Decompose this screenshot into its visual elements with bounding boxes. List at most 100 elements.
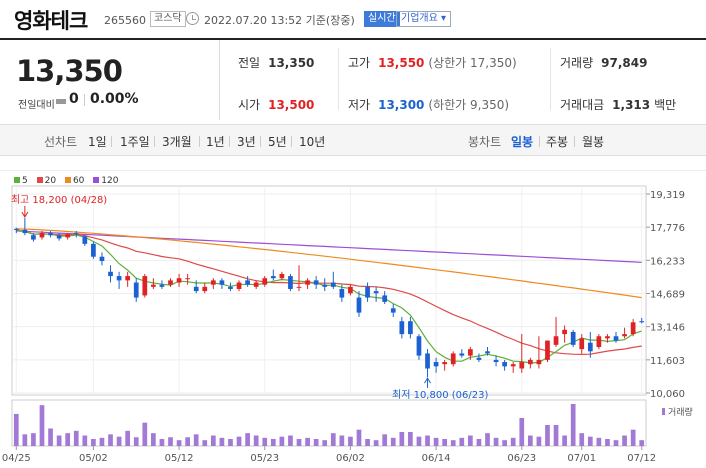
candlestick-chart[interactable]: 19,319 17,776 16,233 14,689 13,146 11,603 10,0… — [0, 170, 706, 468]
candle — [502, 362, 507, 367]
divider — [260, 136, 261, 147]
volume-bar — [570, 404, 576, 446]
candle — [313, 280, 319, 285]
y-tick-label: 19,319 — [650, 190, 685, 201]
low-annotation: 최저 10,800 (06/23) — [392, 389, 488, 401]
candle — [527, 359, 533, 365]
divider — [84, 94, 85, 106]
tab-daily[interactable]: 일봉 — [511, 135, 534, 149]
tab-1d[interactable]: 1일 — [88, 135, 107, 149]
volume-bar — [82, 435, 88, 446]
volume-bar — [365, 439, 370, 446]
legend-ma60[interactable]: 60 — [64, 176, 85, 186]
volume-bar — [313, 439, 319, 446]
candle — [485, 351, 490, 354]
candle — [82, 236, 88, 244]
change-value: 0 — [69, 91, 79, 107]
volume-bar — [142, 422, 148, 446]
candle — [365, 286, 370, 298]
stat-value: 13,550 — [378, 56, 425, 70]
stat-value: 13,300 — [378, 98, 425, 112]
candle — [510, 364, 516, 367]
stat-value: 97,849 — [601, 56, 648, 70]
volume-bar — [245, 433, 250, 446]
volume-bar — [468, 435, 473, 446]
volume-bar — [605, 439, 610, 446]
volume-bar — [65, 433, 71, 446]
ma-legend: 5 20 60 120 — [14, 176, 124, 186]
x-tick-label: 07/01 — [567, 453, 596, 464]
legend-swatch — [64, 177, 71, 183]
candle — [279, 273, 285, 279]
volume-bar — [536, 436, 542, 446]
stat-prev-close: 전일 13,350 — [238, 54, 314, 71]
candle — [630, 322, 636, 335]
divider — [154, 136, 155, 147]
tab-10y[interactable]: 10년 — [299, 135, 326, 149]
candle — [459, 353, 465, 356]
market-badge: 코스닥 — [150, 11, 186, 27]
tab-3m[interactable]: 3개월 — [162, 135, 192, 149]
legend-ma5[interactable]: 5 — [14, 176, 28, 186]
candle — [322, 284, 328, 287]
legend-label: 5 — [22, 176, 28, 186]
legend-label: 120 — [101, 176, 119, 186]
company-overview-dropdown[interactable]: 기업개요 ▾ — [396, 11, 451, 27]
candle — [56, 235, 62, 239]
volume-bar — [125, 430, 131, 446]
candle — [639, 321, 645, 323]
candle — [442, 362, 448, 365]
candle — [450, 353, 456, 365]
low-arrow-head — [424, 377, 431, 384]
volume-bar — [442, 439, 448, 446]
divider — [199, 136, 200, 147]
tab-1w[interactable]: 1주일 — [120, 135, 150, 149]
period-bar: 선차트 1일 1주일 3개월 1년 3년 5년 10년 봉차트 일봉 주봉 월봉 — [0, 124, 706, 156]
legend-swatch — [14, 177, 20, 183]
tab-5y[interactable]: 5년 — [268, 135, 287, 149]
candle — [570, 331, 576, 345]
y-tick-label: 16,233 — [650, 256, 685, 267]
volume-bar — [493, 437, 499, 446]
candle — [390, 308, 396, 313]
legend-label: 20 — [44, 176, 57, 186]
candle — [39, 233, 45, 238]
volume-bar — [159, 439, 165, 446]
volume-bar — [545, 425, 550, 446]
candle — [562, 329, 567, 335]
line-ma60 — [16, 228, 642, 299]
x-tick-label: 06/02 — [336, 453, 365, 464]
legend-swatch — [93, 177, 100, 183]
volume-bar — [630, 429, 636, 446]
legend-ma120[interactable]: 120 — [93, 176, 118, 186]
tab-weekly[interactable]: 주봉 — [546, 135, 569, 149]
tab-3y[interactable]: 3년 — [237, 135, 256, 149]
tab-monthly[interactable]: 월봉 — [582, 135, 605, 149]
x-tick-label: 07/12 — [627, 453, 656, 464]
candle — [476, 357, 482, 360]
candle — [493, 359, 499, 363]
legend-label: 60 — [72, 176, 85, 186]
candle — [425, 353, 430, 369]
x-tick-label: 06/23 — [507, 453, 536, 464]
y-tick-label: 17,776 — [650, 223, 685, 234]
volume-pane-frame — [11, 399, 647, 447]
divider — [539, 136, 540, 147]
clock-icon — [186, 12, 199, 25]
stat-volume: 거래량 97,849 — [560, 54, 647, 71]
candle — [125, 276, 131, 281]
divider — [338, 48, 339, 110]
volume-label: 거래량 — [668, 406, 693, 418]
candle-chart-label: 봉차트 — [468, 135, 502, 149]
volume-bar — [91, 439, 96, 446]
stat-label: 저가 — [348, 98, 371, 112]
volume-bar — [330, 433, 336, 446]
stat-trade-value: 거래대금 1,313 백만 — [560, 96, 676, 113]
realtime-badge[interactable]: 실시간 — [364, 11, 400, 27]
volume-bar — [185, 437, 190, 446]
tab-1y[interactable]: 1년 — [206, 135, 225, 149]
candle — [519, 362, 525, 369]
candle — [296, 286, 302, 288]
volume-bar — [476, 439, 482, 446]
legend-ma20[interactable]: 20 — [36, 176, 57, 186]
